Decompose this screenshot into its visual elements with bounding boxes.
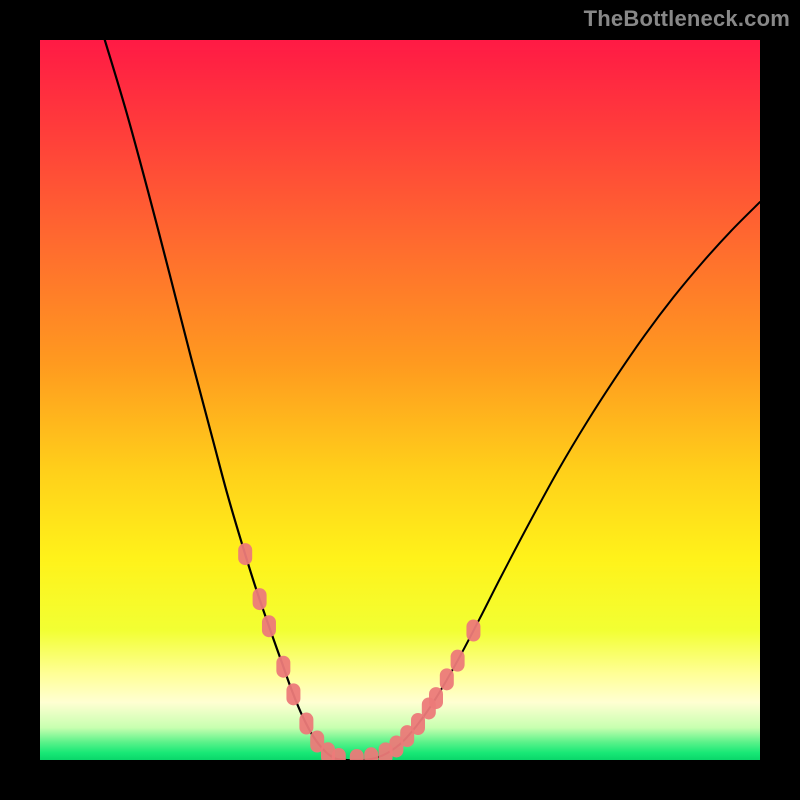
chart-container: TheBottleneck.com: [0, 0, 800, 800]
marker: [299, 713, 313, 735]
marker: [451, 650, 465, 672]
plot-area: [40, 40, 760, 760]
marker: [238, 543, 252, 565]
plot-svg: [40, 40, 760, 760]
watermark-text: TheBottleneck.com: [584, 6, 790, 32]
marker: [286, 683, 300, 705]
marker: [429, 687, 443, 709]
marker: [411, 713, 425, 735]
marker: [262, 615, 276, 637]
marker: [253, 588, 267, 610]
marker: [466, 620, 480, 642]
marker: [440, 668, 454, 690]
gradient-background: [40, 40, 760, 760]
marker: [276, 656, 290, 678]
